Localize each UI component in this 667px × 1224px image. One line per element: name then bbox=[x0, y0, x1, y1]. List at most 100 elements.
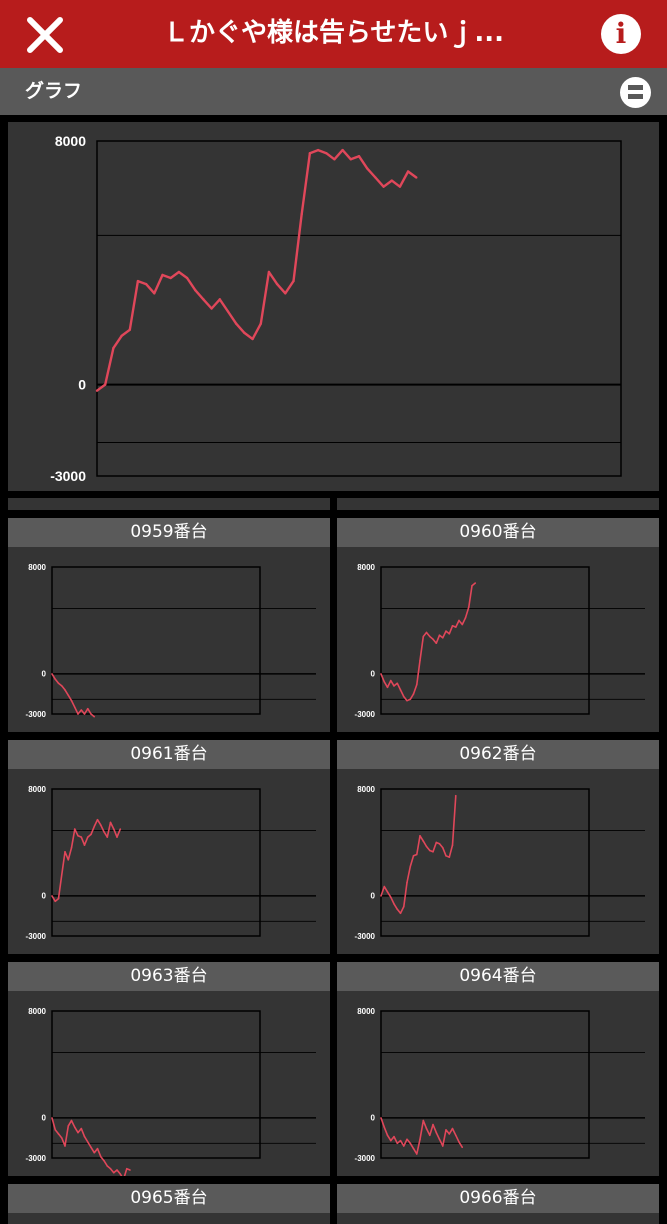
y-tick-label: -3000 bbox=[26, 932, 47, 941]
y-tick-label: -3000 bbox=[355, 1154, 376, 1163]
data-point bbox=[96, 1147, 99, 1150]
data-point bbox=[103, 383, 107, 386]
data-point bbox=[67, 1125, 70, 1127]
data-point bbox=[95, 389, 99, 392]
info-icon: i bbox=[615, 17, 627, 50]
data-point bbox=[458, 619, 460, 622]
data-point bbox=[425, 631, 428, 634]
machine-chart-card[interactable]: 0959番台 8000 0 -3000 bbox=[8, 518, 330, 732]
series-line bbox=[380, 1117, 463, 1155]
data-point bbox=[461, 623, 464, 626]
data-point bbox=[51, 673, 53, 675]
data-point bbox=[441, 847, 444, 849]
data-point bbox=[194, 289, 197, 292]
data-point bbox=[464, 616, 467, 619]
data-point bbox=[412, 693, 415, 695]
machine-chart-card[interactable]: 0960番台 8000 0 -3000 bbox=[337, 518, 659, 732]
data-point bbox=[292, 279, 295, 283]
main-chart: 8000 0 -3000 bbox=[50, 133, 622, 484]
data-point bbox=[60, 873, 63, 876]
data-point bbox=[432, 1123, 434, 1126]
chart-frame bbox=[380, 788, 590, 937]
machine-chart-card[interactable]: 0964番台 8000 0 -3000 bbox=[337, 962, 659, 1176]
data-point bbox=[90, 1146, 92, 1149]
data-point bbox=[83, 713, 86, 715]
data-point bbox=[243, 331, 246, 335]
data-point bbox=[445, 630, 447, 632]
data-point bbox=[125, 1167, 128, 1170]
data-point bbox=[300, 212, 303, 216]
app-header: Ｌかぐや様は告らせたいｊ... i bbox=[0, 0, 667, 68]
chart-frame bbox=[96, 140, 622, 477]
data-point bbox=[422, 840, 425, 842]
data-point bbox=[471, 584, 473, 587]
machine-chart-card[interactable]: 0962番台 8000 0 -3000 bbox=[337, 740, 659, 954]
data-point bbox=[406, 1138, 408, 1141]
data-point bbox=[96, 818, 99, 821]
machine-chart-card[interactable]: 0963番台 8000 0 -3000 bbox=[8, 962, 330, 1176]
data-point bbox=[454, 1134, 457, 1137]
data-point bbox=[380, 1117, 382, 1119]
data-point bbox=[109, 1167, 112, 1170]
data-point bbox=[389, 679, 392, 682]
series-line bbox=[96, 148, 418, 392]
data-point bbox=[422, 1119, 425, 1122]
data-point bbox=[428, 849, 431, 852]
data-point bbox=[51, 1117, 53, 1119]
machine-chart-card[interactable]: 0961番台 8000 0 -3000 bbox=[8, 740, 330, 954]
data-point bbox=[380, 895, 382, 897]
machine-chart: 8000 0 -3000 bbox=[26, 563, 316, 719]
data-point bbox=[396, 682, 399, 685]
data-point bbox=[451, 844, 454, 846]
close-icon bbox=[27, 17, 63, 53]
data-point bbox=[448, 1133, 451, 1135]
data-point bbox=[454, 794, 457, 797]
data-point bbox=[428, 1134, 431, 1137]
data-point bbox=[109, 821, 112, 824]
data-point bbox=[383, 885, 386, 888]
divider-right bbox=[337, 498, 659, 510]
data-point bbox=[144, 282, 148, 286]
info-button[interactable]: i bbox=[601, 14, 641, 54]
data-point bbox=[153, 292, 156, 295]
data-point bbox=[406, 699, 408, 702]
data-point bbox=[77, 713, 79, 715]
data-point bbox=[86, 1141, 89, 1143]
collapse-icon bbox=[628, 85, 643, 90]
chart-frame bbox=[380, 566, 590, 715]
data-point bbox=[226, 310, 230, 313]
data-point bbox=[448, 633, 451, 635]
y-tick-label: 0 bbox=[371, 1114, 376, 1123]
collapse-icon-bar bbox=[628, 94, 643, 99]
y-tick-label: 8000 bbox=[28, 563, 46, 572]
data-point bbox=[57, 1133, 60, 1135]
data-point bbox=[129, 1169, 131, 1171]
data-point bbox=[136, 279, 140, 283]
data-point bbox=[399, 1139, 402, 1142]
close-button[interactable] bbox=[22, 12, 68, 58]
data-point bbox=[451, 625, 454, 627]
data-point bbox=[70, 847, 73, 849]
machine-number-label: 0962番台 bbox=[337, 740, 659, 769]
data-point bbox=[116, 1169, 118, 1171]
series-line bbox=[51, 818, 122, 903]
data-point bbox=[54, 900, 57, 903]
series-line bbox=[380, 582, 476, 702]
data-point bbox=[259, 322, 262, 325]
main-chart-panel: 8000 0 -3000 bbox=[8, 122, 659, 491]
machine-chart: 8000 0 -3000 bbox=[355, 563, 645, 719]
machine-chart-card[interactable]: 0966番台 bbox=[337, 1184, 659, 1224]
data-point bbox=[382, 185, 385, 188]
collapse-button[interactable] bbox=[620, 77, 651, 108]
data-point bbox=[128, 328, 131, 332]
data-point bbox=[341, 148, 344, 152]
y-tick-label: -3000 bbox=[355, 932, 376, 941]
data-point bbox=[99, 1155, 102, 1158]
data-point bbox=[210, 307, 213, 310]
machine-chart-card[interactable]: 0965番台 bbox=[8, 1184, 330, 1224]
data-point bbox=[374, 176, 377, 179]
y-tick-label: -3000 bbox=[26, 1154, 47, 1163]
y-tick-label: 0 bbox=[371, 670, 376, 679]
data-point bbox=[70, 1119, 73, 1122]
y-tick-label: 8000 bbox=[28, 1007, 46, 1016]
